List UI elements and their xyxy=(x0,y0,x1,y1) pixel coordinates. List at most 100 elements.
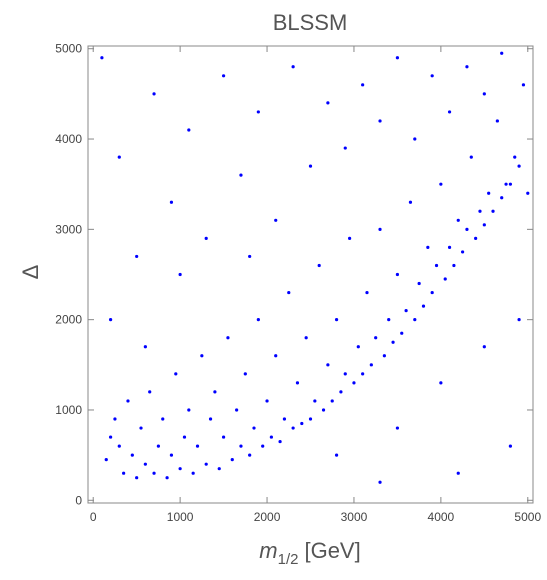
y-tick-label: 3000 xyxy=(55,222,82,236)
point xyxy=(334,453,339,457)
point xyxy=(326,101,330,105)
point xyxy=(339,390,343,394)
point xyxy=(143,345,147,349)
point xyxy=(104,458,108,462)
point xyxy=(130,453,134,457)
point xyxy=(382,354,386,358)
point xyxy=(500,51,504,55)
point xyxy=(317,263,321,268)
point xyxy=(395,56,400,60)
x-axis-label: m1/2 [GeV] xyxy=(259,538,360,568)
point xyxy=(208,417,213,421)
point xyxy=(304,336,308,340)
point xyxy=(447,245,452,250)
point xyxy=(482,223,486,227)
point xyxy=(474,236,478,240)
point xyxy=(178,467,182,471)
point xyxy=(374,336,378,340)
point xyxy=(143,462,147,466)
point xyxy=(456,471,460,475)
x-tick-label: 1000 xyxy=(167,510,194,524)
point xyxy=(365,290,369,295)
point xyxy=(165,476,169,480)
point xyxy=(430,290,434,295)
point xyxy=(452,263,456,268)
point xyxy=(239,444,243,448)
point xyxy=(378,227,382,231)
point xyxy=(391,340,395,344)
point xyxy=(161,417,165,421)
point xyxy=(135,254,139,259)
point xyxy=(248,254,252,259)
point xyxy=(156,444,161,448)
x-label-subscript: 1/2 xyxy=(278,551,299,568)
x-tick-label: 0 xyxy=(90,510,97,524)
point xyxy=(282,417,287,421)
x-tick-label: 2000 xyxy=(254,510,281,524)
point xyxy=(117,155,121,159)
point xyxy=(330,399,334,403)
point xyxy=(239,173,243,177)
point xyxy=(482,345,486,349)
point xyxy=(256,318,260,322)
point xyxy=(287,290,291,295)
y-tick-label: 1000 xyxy=(55,403,82,417)
point xyxy=(152,471,156,475)
point xyxy=(221,435,226,439)
point xyxy=(135,476,139,480)
x-label-symbol: m xyxy=(259,538,277,563)
point xyxy=(174,372,178,376)
point xyxy=(243,372,247,376)
point xyxy=(369,363,373,367)
point xyxy=(226,336,230,340)
point xyxy=(204,462,208,466)
point xyxy=(361,372,365,376)
point xyxy=(100,56,104,60)
point xyxy=(430,74,434,78)
point xyxy=(252,426,256,430)
point xyxy=(308,164,313,168)
point xyxy=(152,92,156,96)
point xyxy=(274,354,278,358)
point xyxy=(378,119,382,123)
point xyxy=(356,345,360,349)
point xyxy=(139,426,143,430)
point xyxy=(465,65,469,69)
point xyxy=(439,182,443,186)
point xyxy=(482,92,486,96)
point xyxy=(221,74,226,78)
point xyxy=(248,453,252,457)
point xyxy=(504,182,508,186)
point xyxy=(291,65,295,69)
point xyxy=(291,426,295,430)
point xyxy=(521,83,526,87)
point xyxy=(261,444,265,448)
point xyxy=(491,209,495,213)
point xyxy=(395,272,400,277)
y-tick-label: 5000 xyxy=(55,42,82,56)
point xyxy=(508,182,513,186)
y-tick-label: 0 xyxy=(75,493,82,507)
point xyxy=(178,272,182,277)
point xyxy=(413,137,417,141)
point xyxy=(465,227,469,231)
chart-title: BLSSM xyxy=(273,10,348,35)
x-tick-label: 5000 xyxy=(514,510,541,524)
point xyxy=(443,277,447,281)
point xyxy=(421,304,426,308)
point xyxy=(469,155,473,159)
point xyxy=(182,435,187,439)
point xyxy=(108,435,113,439)
point xyxy=(191,471,195,475)
point xyxy=(352,381,356,385)
point xyxy=(113,417,117,421)
point xyxy=(434,263,439,268)
point xyxy=(126,399,130,403)
point xyxy=(187,128,191,132)
x-tick-label: 4000 xyxy=(428,510,455,524)
x-tick-label: 3000 xyxy=(341,510,368,524)
point xyxy=(487,191,491,195)
point xyxy=(274,218,278,222)
point xyxy=(269,435,273,439)
